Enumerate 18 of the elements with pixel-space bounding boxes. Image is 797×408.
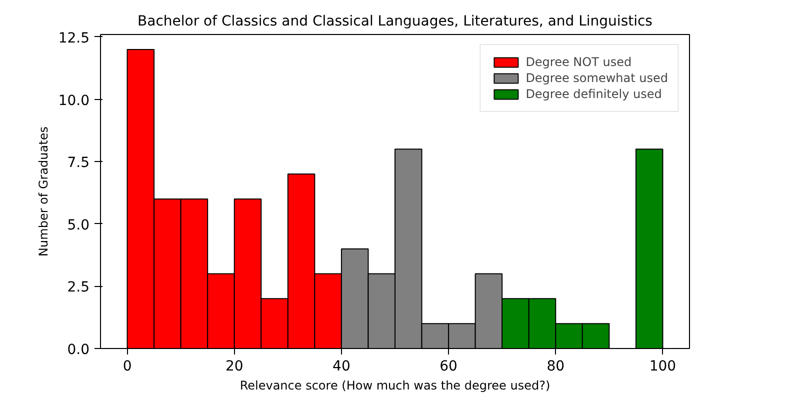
x-tick-label: 60 [440, 358, 458, 374]
legend-label: Degree definitely used [526, 87, 662, 101]
y-tick-label: 10.0 [58, 92, 90, 109]
y-tick-label: 7.5 [67, 155, 90, 172]
y-tick-label: 12.5 [58, 30, 90, 46]
legend-label: Degree somewhat used [526, 71, 668, 85]
x-tick-label: 100 [649, 358, 676, 374]
chart-title: Bachelor of Classics and Classical Languages, Literatures, and Linguistics [138, 14, 652, 30]
x-axis-title: Relevance score (How much was the degree used?) [240, 378, 550, 392]
x-tick-label: 20 [225, 358, 244, 374]
legend-label: Degree NOT used [526, 55, 632, 69]
y-tick-label: 2.5 [67, 280, 90, 296]
x-tick-label: 40 [332, 358, 350, 374]
x-tick-label: 0 [122, 358, 132, 374]
y-tick-label: 5.0 [67, 217, 90, 234]
x-tick-label: 80 [546, 358, 565, 374]
y-tick-label: 0.0 [67, 342, 90, 358]
y-axis-title: Number of Graduates [36, 126, 50, 256]
